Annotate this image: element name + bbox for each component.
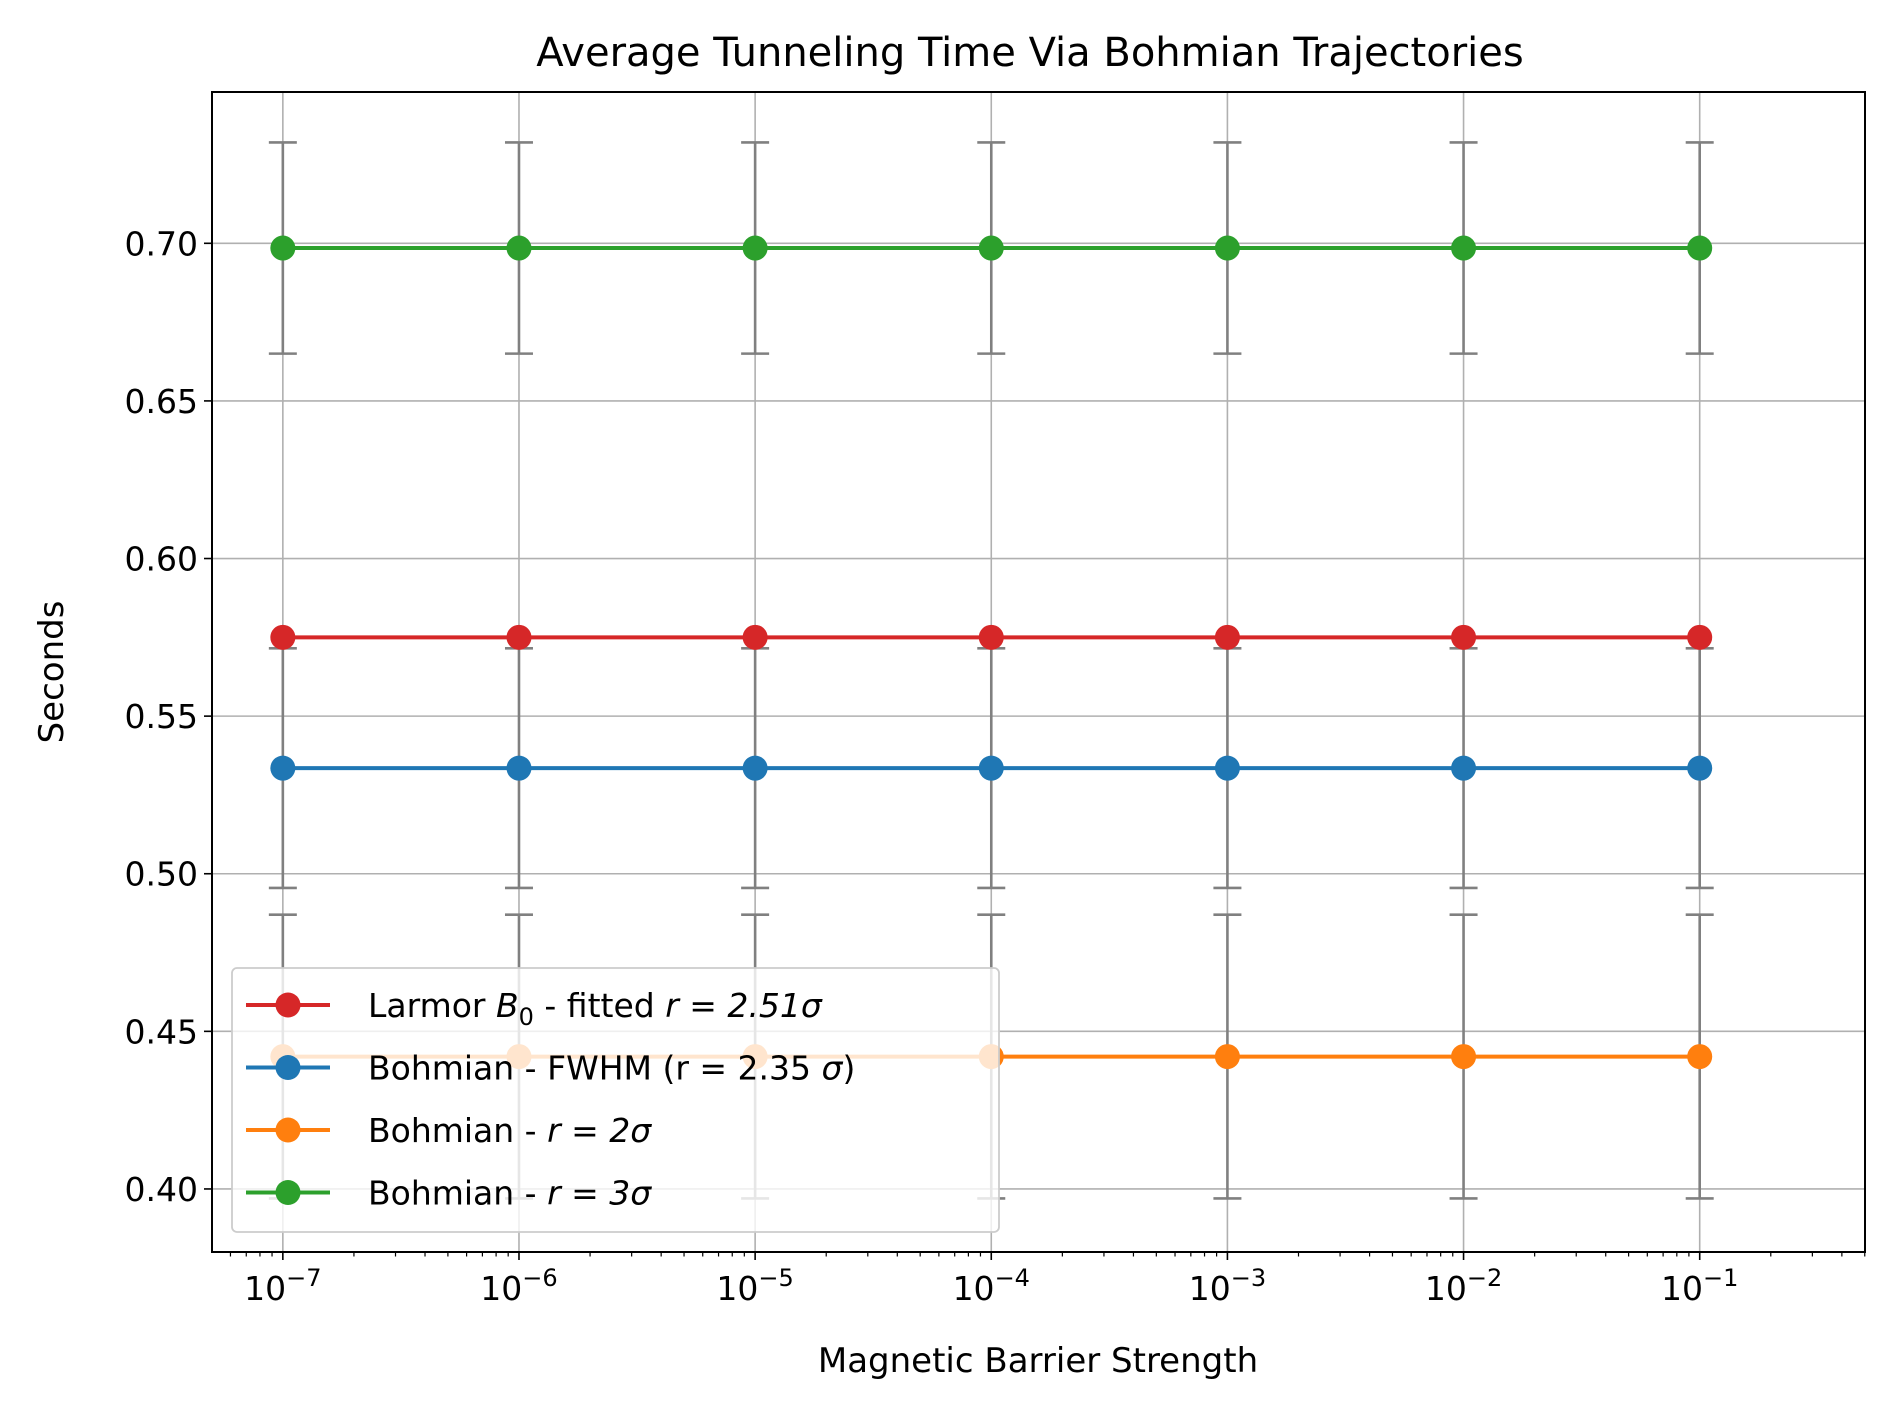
- x-tick-label: 10−2: [1425, 1264, 1502, 1308]
- y-tick-label: 0.50: [125, 855, 198, 894]
- data-point-larmor: [1214, 624, 1240, 650]
- data-point-larmor: [978, 624, 1004, 650]
- data-point-fwhm: [1687, 755, 1713, 781]
- data-point-fwhm: [978, 755, 1004, 781]
- y-axis-ticks: 0.40 0.45 0.50 0.55 0.60 0.65 0.70: [125, 224, 212, 1209]
- data-point-r2: [1451, 1044, 1477, 1070]
- series-lines: [270, 235, 1713, 1070]
- legend-marker-r2: [275, 1117, 301, 1143]
- y-tick-label: 0.60: [125, 540, 198, 579]
- y-tick-label: 0.65: [125, 382, 198, 421]
- data-point-fwhm: [1214, 755, 1240, 781]
- x-axis-ticks: 10−7 10−6 10−5 10−4 10−3 10−2 10−1: [229, 1252, 1866, 1308]
- y-axis-label: Seconds: [32, 601, 72, 744]
- x-tick-label: 10−3: [1189, 1264, 1266, 1308]
- data-point-r2: [1214, 1044, 1240, 1070]
- legend-label-larmor: Larmor B0 - fitted r = 2.51σ: [368, 986, 823, 1031]
- data-point-r3: [270, 235, 296, 261]
- x-tick-label: 10−6: [480, 1264, 557, 1308]
- legend-label-fwhm: Bohmian - FWHM (r = 2.35 σ): [368, 1049, 855, 1088]
- data-point-fwhm: [506, 755, 532, 781]
- legend-label-r3: Bohmian - r = 3σ: [368, 1174, 652, 1213]
- x-tick-label: 10−7: [244, 1264, 321, 1308]
- legend-box: [231, 967, 1000, 1233]
- data-point-r3: [978, 235, 1004, 261]
- y-tick-label: 0.55: [125, 697, 198, 736]
- data-point-r3: [1687, 235, 1713, 261]
- data-point-r3: [1214, 235, 1240, 261]
- y-tick-label: 0.45: [125, 1012, 198, 1051]
- y-tick-label: 0.40: [125, 1170, 198, 1209]
- data-point-larmor: [506, 624, 532, 650]
- x-tick-label: 10−4: [953, 1264, 1030, 1308]
- data-point-larmor: [270, 624, 296, 650]
- x-axis-label: Magnetic Barrier Strength: [818, 1341, 1258, 1381]
- legend-marker-r3: [275, 1180, 301, 1205]
- data-point-larmor: [1687, 624, 1713, 650]
- legend: Larmor B0 - fitted r = 2.51σ Bohmian - FW…: [231, 967, 1000, 1233]
- y-tick-label: 0.70: [125, 224, 198, 263]
- legend-label-r2: Bohmian - r = 2σ: [368, 1111, 652, 1150]
- data-point-fwhm: [742, 755, 768, 781]
- data-point-fwhm: [270, 755, 296, 781]
- plot-frame: [211, 91, 1866, 1253]
- legend-marker-fwhm: [275, 1055, 301, 1080]
- data-point-r3: [1451, 235, 1477, 261]
- data-point-fwhm: [1451, 755, 1477, 781]
- data-point-r2: [1687, 1044, 1713, 1070]
- x-tick-label: 10−1: [1661, 1264, 1738, 1308]
- chart-title: Average Tunneling Time Via Bohmian Traje…: [536, 30, 1523, 76]
- x-tick-label: 10−5: [716, 1264, 793, 1308]
- data-point-r3: [506, 235, 532, 261]
- data-point-larmor: [1451, 624, 1477, 650]
- legend-marker-larmor: [275, 992, 301, 1018]
- data-point-r3: [742, 235, 768, 261]
- data-point-larmor: [742, 624, 768, 650]
